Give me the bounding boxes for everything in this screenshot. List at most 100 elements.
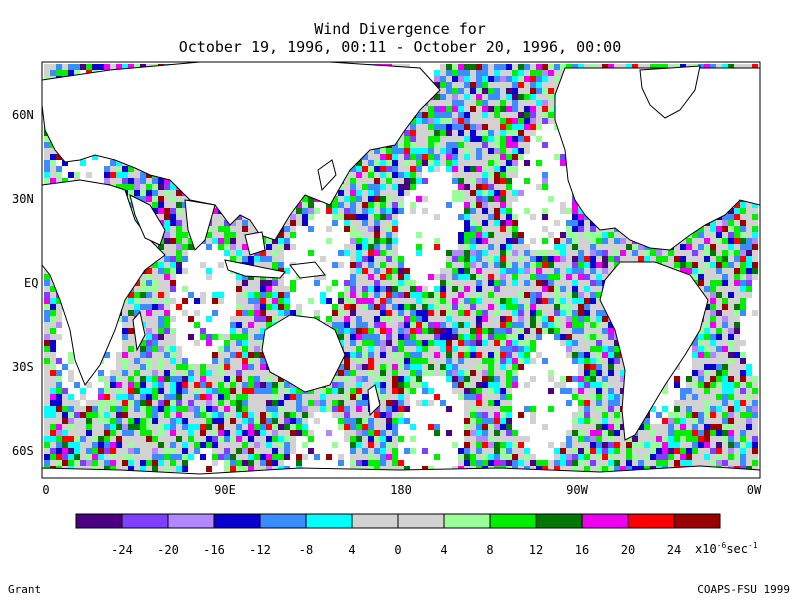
divergence-cell [704,238,710,244]
divergence-cell [476,190,482,196]
divergence-cell [410,208,416,214]
divergence-cell [488,190,494,196]
divergence-cell [482,160,488,166]
divergence-cell [368,196,374,202]
divergence-cell [512,160,518,166]
divergence-cell [746,262,752,268]
divergence-cell [272,280,278,286]
divergence-cell [368,334,374,340]
divergence-cell [290,214,296,220]
divergence-cell [488,250,494,256]
divergence-cell [500,178,506,184]
divergence-cell [524,106,530,112]
divergence-cell [734,352,740,358]
divergence-cell [506,130,512,136]
divergence-cell [446,268,452,274]
divergence-cell [578,310,584,316]
divergence-cell [326,226,332,232]
divergence-cell [542,280,548,286]
divergence-cell [704,352,710,358]
divergence-cell [578,328,584,334]
divergence-cell [410,184,416,190]
divergence-cell [206,364,212,370]
divergence-cell [434,328,440,334]
divergence-cell [476,322,482,328]
divergence-cell [242,310,248,316]
divergence-cell [590,232,596,238]
divergence-cell [446,250,452,256]
divergence-cell [536,184,542,190]
divergence-cell [236,334,242,340]
divergence-cell [344,178,350,184]
divergence-cell [542,112,548,118]
divergence-cell [368,316,374,322]
divergence-cell [452,112,458,118]
divergence-cell [440,316,446,322]
divergence-cell [590,292,596,298]
divergence-cell [266,304,272,310]
divergence-cell [560,256,566,262]
divergence-cell [164,268,170,274]
divergence-cell [506,232,512,238]
divergence-cell [530,262,536,268]
divergence-cell [242,328,248,334]
divergence-cell [614,352,620,358]
divergence-cell [710,322,716,328]
divergence-cell [578,376,584,382]
divergence-cell [494,184,500,190]
divergence-cell [356,352,362,358]
divergence-cell [398,364,404,370]
divergence-cell [368,154,374,160]
divergence-cell [158,316,164,322]
divergence-cell [746,370,752,376]
divergence-cell [398,166,404,172]
divergence-cell [542,70,548,76]
divergence-cell [140,280,146,286]
divergence-cell [146,364,152,370]
divergence-cell [134,172,140,178]
divergence-cell [440,328,446,334]
divergence-cell [356,208,362,214]
divergence-cell [590,364,596,370]
divergence-cell [386,208,392,214]
divergence-cell [746,238,752,244]
divergence-cell [380,160,386,166]
divergence-cell [308,196,314,202]
divergence-cell [434,214,440,220]
divergence-cell [188,376,194,382]
divergence-cell [752,220,758,226]
divergence-cell [446,274,452,280]
divergence-cell [554,238,560,244]
divergence-cell [698,250,704,256]
divergence-cell [434,304,440,310]
divergence-cell [470,202,476,208]
divergence-cell [722,262,728,268]
divergence-cell [380,346,386,352]
divergence-cell [452,148,458,154]
divergence-cell [434,130,440,136]
divergence-cell [710,226,716,232]
divergence-cell [152,370,158,376]
divergence-cell [200,370,206,376]
divergence-cell [266,262,272,268]
divergence-cell [716,280,722,286]
divergence-cell [698,244,704,250]
divergence-cell [140,178,146,184]
divergence-cell [536,88,542,94]
divergence-cell [152,202,158,208]
divergence-cell [452,376,458,382]
divergence-cell [710,358,716,364]
divergence-cell [488,124,494,130]
divergence-cell [536,100,542,106]
divergence-cell [56,334,62,340]
divergence-cell [602,268,608,274]
divergence-cell [614,340,620,346]
divergence-cell [464,130,470,136]
divergence-cell [602,316,608,322]
divergence-cell [386,316,392,322]
divergence-cell [494,316,500,322]
divergence-cell [494,340,500,346]
divergence-cell [56,310,62,316]
divergence-cell [704,244,710,250]
divergence-cell [590,268,596,274]
